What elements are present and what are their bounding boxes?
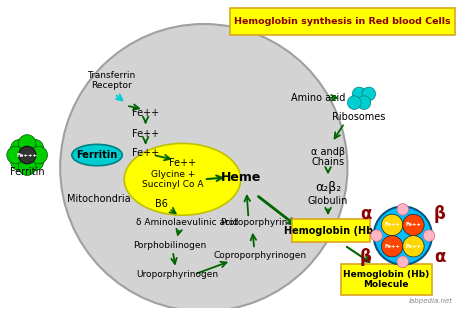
Circle shape xyxy=(18,146,36,164)
FancyBboxPatch shape xyxy=(292,219,370,242)
Text: Fe++: Fe++ xyxy=(406,223,421,228)
Text: Ribosomes: Ribosomes xyxy=(332,112,386,122)
Circle shape xyxy=(18,158,36,175)
Text: Ferritin: Ferritin xyxy=(76,150,118,160)
Text: Ferritin: Ferritin xyxy=(10,167,45,177)
Text: Fe++: Fe++ xyxy=(132,148,159,158)
Circle shape xyxy=(11,140,28,157)
Circle shape xyxy=(382,236,403,257)
Text: Heme: Heme xyxy=(220,171,261,184)
Text: α andβ: α andβ xyxy=(311,147,345,157)
Circle shape xyxy=(423,230,435,241)
Circle shape xyxy=(347,96,361,110)
Circle shape xyxy=(60,24,347,311)
Circle shape xyxy=(7,146,24,164)
Circle shape xyxy=(18,135,36,152)
Circle shape xyxy=(382,214,403,236)
Text: Hemoglobin (Hb)
Molecule: Hemoglobin (Hb) Molecule xyxy=(343,269,429,289)
Circle shape xyxy=(357,96,371,110)
Circle shape xyxy=(26,153,44,171)
FancyBboxPatch shape xyxy=(230,8,455,35)
Text: Fe++: Fe++ xyxy=(132,129,159,139)
Text: Coproporphyrinogen: Coproporphyrinogen xyxy=(214,250,307,259)
Ellipse shape xyxy=(72,144,122,166)
Text: Chains: Chains xyxy=(311,157,345,167)
Text: Fe++: Fe++ xyxy=(132,108,159,118)
Text: Fe++: Fe++ xyxy=(169,158,196,168)
Text: Amino acid: Amino acid xyxy=(291,93,346,103)
Ellipse shape xyxy=(124,143,241,215)
Text: Fe++: Fe++ xyxy=(384,223,400,228)
Text: β: β xyxy=(434,205,446,223)
Circle shape xyxy=(374,207,432,265)
Text: Mitochondria: Mitochondria xyxy=(67,194,131,204)
Text: β: β xyxy=(360,248,372,266)
FancyBboxPatch shape xyxy=(341,264,432,295)
Text: Hemoglobin synthesis in Red blood Cells: Hemoglobin synthesis in Red blood Cells xyxy=(234,17,451,26)
Text: Uroporphyrinogen: Uroporphyrinogen xyxy=(137,270,219,279)
Circle shape xyxy=(371,230,383,241)
Circle shape xyxy=(352,87,366,101)
Circle shape xyxy=(17,146,34,164)
Circle shape xyxy=(26,140,44,157)
Text: Transferrin
Receptor: Transferrin Receptor xyxy=(88,71,136,90)
Text: Fe++: Fe++ xyxy=(384,244,400,249)
Circle shape xyxy=(362,87,375,101)
Circle shape xyxy=(30,146,47,164)
Text: Porphobilinogen: Porphobilinogen xyxy=(133,241,207,250)
Circle shape xyxy=(397,203,409,215)
Text: Hemoglobin (Hb): Hemoglobin (Hb) xyxy=(284,226,378,236)
Circle shape xyxy=(403,214,424,236)
Text: Glycine +
Succinyl Co A: Glycine + Succinyl Co A xyxy=(142,170,203,189)
Text: Fe+++: Fe+++ xyxy=(17,152,38,157)
Text: Protoporphyrin: Protoporphyrin xyxy=(220,218,288,227)
Text: Fe++: Fe++ xyxy=(406,244,421,249)
Circle shape xyxy=(403,236,424,257)
Text: labpedia.net: labpedia.net xyxy=(408,297,452,304)
Text: α: α xyxy=(434,248,446,266)
Circle shape xyxy=(397,256,409,268)
Text: α₂β₂: α₂β₂ xyxy=(315,181,341,193)
Text: B6: B6 xyxy=(155,198,167,208)
Text: Globulin: Globulin xyxy=(308,196,348,206)
Circle shape xyxy=(11,153,28,171)
Text: δ Aminolaevulinic acid: δ Aminolaevulinic acid xyxy=(136,218,238,227)
Text: α: α xyxy=(360,205,372,223)
